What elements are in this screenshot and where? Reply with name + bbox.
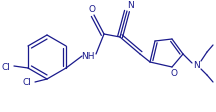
- Text: Cl: Cl: [2, 62, 10, 71]
- Text: O: O: [89, 5, 95, 14]
- Text: N: N: [194, 61, 200, 70]
- Text: Cl: Cl: [22, 78, 32, 87]
- Text: N: N: [127, 1, 133, 10]
- Text: O: O: [170, 69, 178, 78]
- Text: NH: NH: [81, 52, 95, 61]
